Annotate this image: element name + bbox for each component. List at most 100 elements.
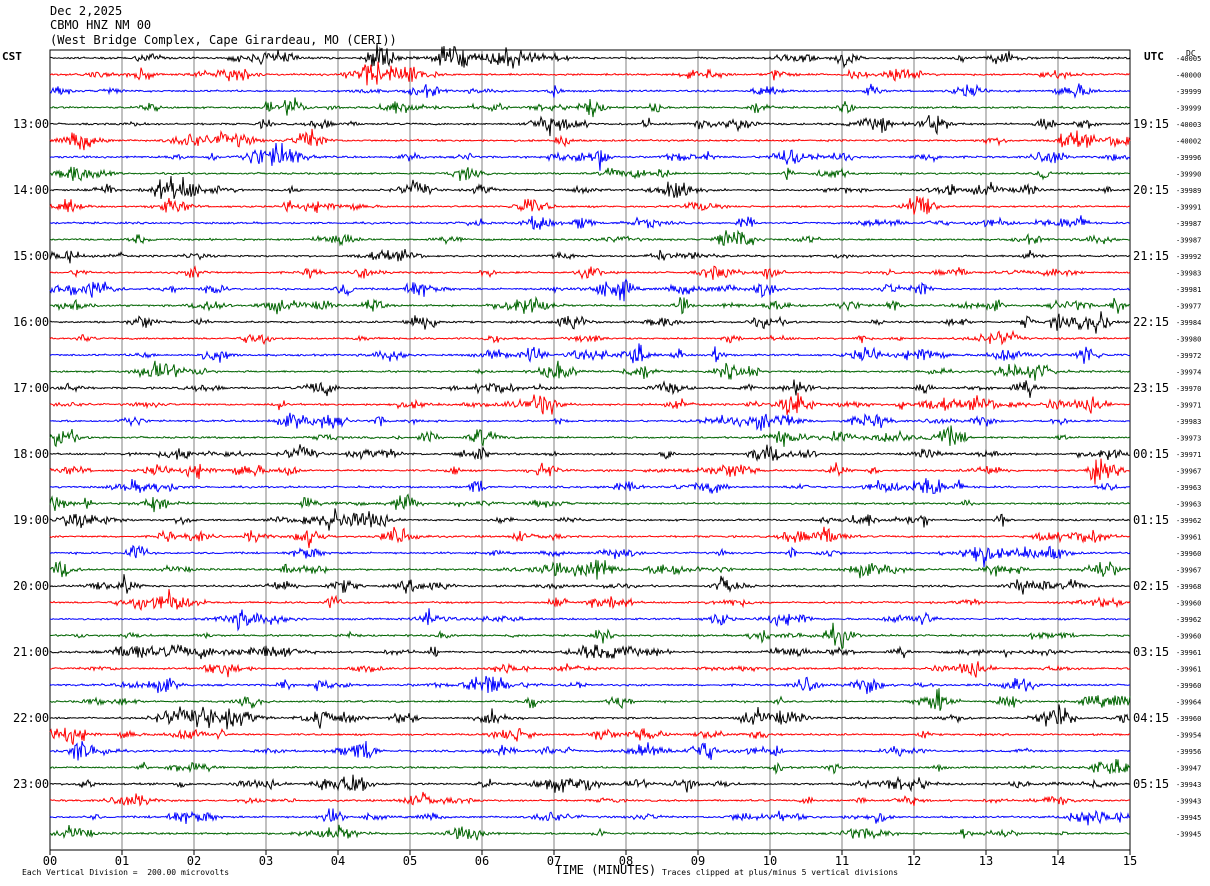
seismic-trace [49, 791, 1131, 807]
dc-offset-label: -39987 [1176, 237, 1201, 245]
seismic-trace [49, 412, 1131, 431]
dc-offset-label: -39945 [1176, 831, 1201, 839]
dc-offset-label: -39991 [1176, 204, 1201, 212]
x-tick-label: 02 [187, 854, 201, 868]
dc-offset-label: -39999 [1176, 105, 1201, 113]
dc-offset-label: -39960 [1176, 600, 1201, 608]
right-hour-label: 05:15 [1133, 777, 1169, 791]
seismic-trace [49, 808, 1131, 826]
dc-offset-label: -39984 [1176, 319, 1201, 327]
x-tick-label: 09 [691, 854, 705, 868]
dc-offset-label: -39962 [1176, 517, 1201, 525]
dc-offset-label: -39972 [1176, 352, 1201, 360]
dc-offset-label: -39967 [1176, 468, 1201, 476]
seismic-trace [49, 61, 1130, 86]
left-timezone-label: CST [2, 50, 22, 63]
dc-offset-label: -40003 [1176, 121, 1201, 129]
seismic-trace [49, 675, 1131, 695]
header-date: Dec 2,2025 [50, 4, 123, 18]
dc-offset-label: -39999 [1176, 88, 1201, 96]
seismic-trace [50, 215, 1130, 230]
dc-offset-label: -39961 [1176, 666, 1201, 674]
seismic-trace [49, 574, 1131, 595]
dc-offset-label: -39963 [1176, 484, 1201, 492]
seismic-trace [49, 458, 1130, 485]
seismic-trace [50, 295, 1131, 315]
seismic-trace [49, 142, 1131, 171]
seismic-trace [49, 508, 1131, 531]
dc-offset-label: -39971 [1176, 402, 1201, 410]
dc-offset-label: -39973 [1176, 435, 1201, 443]
left-hour-label: 19:00 [13, 513, 49, 527]
dc-offset-label: -39947 [1176, 765, 1201, 773]
seismic-trace [49, 661, 1131, 678]
right-hour-label: 03:15 [1133, 645, 1169, 659]
dc-offset-label: -39963 [1176, 501, 1201, 509]
left-hour-label: 17:00 [13, 381, 49, 395]
dc-offset-label: -40002 [1176, 138, 1201, 146]
x-tick-label: 12 [907, 854, 921, 868]
seismic-trace [49, 166, 1131, 182]
seismic-trace [49, 425, 1131, 448]
seismic-trace [49, 83, 1131, 99]
dc-label: DC [1186, 49, 1196, 58]
dc-offset-label: -39992 [1176, 253, 1201, 261]
clip-note: Traces clipped at plus/minus 5 vertical … [662, 868, 899, 877]
dc-offset-label: -39961 [1176, 649, 1201, 657]
seismic-trace [49, 727, 1131, 745]
x-tick-label: 03 [259, 854, 273, 868]
left-hour-label: 23:00 [13, 777, 49, 791]
seismic-trace [49, 379, 1131, 398]
dc-offset-label: -39989 [1176, 187, 1201, 195]
right-hour-label: 01:15 [1133, 513, 1169, 527]
plot-frame [49, 49, 1131, 851]
seismic-trace [49, 265, 1131, 280]
seismic-trace [49, 343, 1131, 364]
left-hour-label: 13:00 [13, 117, 49, 131]
seismic-trace [49, 360, 1131, 381]
seismic-trace [49, 229, 1131, 247]
dc-offset-label: -39983 [1176, 270, 1201, 278]
left-hour-label: 21:00 [13, 645, 49, 659]
x-tick-label: 05 [403, 854, 417, 868]
dc-offset-label: -39956 [1176, 748, 1201, 756]
seismic-trace [49, 43, 1131, 69]
dc-offset-label: -39960 [1176, 550, 1201, 558]
x-tick-label: 08 [619, 854, 633, 868]
seismic-trace [49, 248, 1130, 264]
seismic-trace [49, 688, 1131, 711]
right-hour-label: 00:15 [1133, 447, 1169, 461]
seismic-trace [49, 196, 1131, 215]
seismic-trace [49, 97, 1131, 118]
header-location: (West Bridge Complex, Cape Girardeau, MO… [50, 33, 397, 47]
dc-offset-label: -39954 [1176, 732, 1201, 740]
seismic-trace [49, 493, 1131, 513]
seismic-trace [49, 622, 1131, 650]
left-hour-label: 15:00 [13, 249, 49, 263]
dc-offset-label: -39990 [1176, 171, 1201, 179]
dc-offset-label: -39974 [1176, 369, 1201, 377]
seismic-trace [49, 608, 1131, 632]
dc-offset-label: -40000 [1176, 72, 1201, 80]
dc-offset-label: -40005 [1176, 55, 1201, 63]
right-timezone-label: UTC [1144, 50, 1164, 63]
dc-offset-label: -39943 [1176, 781, 1201, 789]
left-hour-label: 20:00 [13, 579, 49, 593]
seismic-trace [50, 444, 1131, 462]
dc-offset-label: -39996 [1176, 154, 1201, 162]
x-tick-label: 11 [835, 854, 849, 868]
dc-offset-label: -39960 [1176, 633, 1201, 641]
right-hour-label: 04:15 [1133, 711, 1169, 725]
seismic-trace [49, 478, 1131, 494]
right-hour-label: 23:15 [1133, 381, 1169, 395]
dc-offset-label: -39983 [1176, 418, 1201, 426]
seismic-trace [49, 329, 1131, 346]
seismic-trace [49, 740, 1131, 761]
dc-offset-label: -39970 [1176, 385, 1201, 393]
x-tick-label: 10 [763, 854, 777, 868]
scale-note: Each Vertical Division = 200.00 microvol… [22, 868, 230, 877]
left-hour-label: 14:00 [13, 183, 49, 197]
right-hour-label: 21:15 [1133, 249, 1169, 263]
dc-offset-label: -39964 [1176, 699, 1201, 707]
dc-offset-label: -39967 [1176, 567, 1201, 575]
